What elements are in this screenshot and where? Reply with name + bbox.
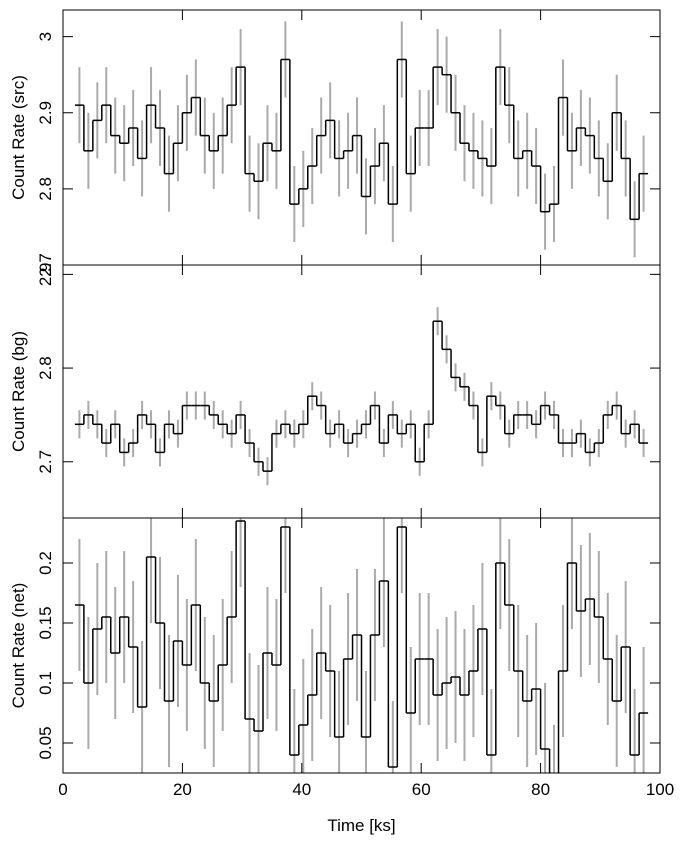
x-tick-label: 80 [531,780,550,799]
y-axis-label: Count Rate (bg) [9,331,28,452]
x-tick-label: 0 [58,780,67,799]
y-tick-label: 0.1 [36,671,55,695]
y-tick-label: 3 [36,32,55,41]
y-tick-label: 0.2 [36,551,55,575]
y-tick-label: 2.7 [36,253,55,277]
plot-area [74,21,649,258]
step-connector [83,521,640,773]
y-axis-label: Count Rate (src) [9,75,28,200]
x-tick-label: 20 [173,780,192,799]
y-tick-label: 2.9 [36,263,55,287]
plot-area [74,518,649,773]
y-tick-label: 2.8 [36,177,55,201]
step-connector [83,321,640,472]
y-tick-label: 2.7 [36,450,55,474]
y-tick-label: 2.8 [36,356,55,380]
panel-frame [62,264,661,519]
x-tick-label: 100 [646,780,674,799]
y-tick-label: 0.05 [36,726,55,759]
y-tick-label: 2.9 [36,101,55,125]
step-connector [83,59,640,220]
x-tick-label: 60 [412,780,431,799]
plot-area [74,307,649,486]
x-axis-label: Time [ks] [327,816,395,835]
y-tick-label: 0.15 [36,606,55,639]
x-tick-label: 40 [292,780,311,799]
panel-frame [62,517,661,774]
y-axis-label: Count Rate (net) [9,583,28,709]
